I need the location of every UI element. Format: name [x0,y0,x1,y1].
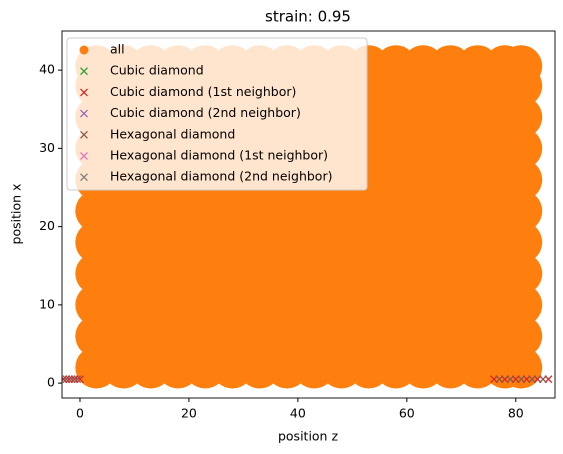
legend-label: Hexagonal diamond [110,126,235,141]
x-tick-label: 20 [181,406,197,421]
x-tick-label: 80 [508,406,524,421]
y-tick-label: 40 [39,62,55,77]
y-tick-label: 0 [47,375,55,390]
legend-box [66,37,368,191]
point [73,375,82,384]
x-axis-label: position z [278,429,338,444]
x-tick-label: 40 [290,406,306,421]
point [500,315,543,358]
point [500,283,543,326]
x-tick-label: 60 [399,406,415,421]
legend-label: Hexagonal diamond (2nd neighbor) [110,169,332,184]
legend: all Cubic diamond Cubic diamond (1st neigh… [66,37,368,191]
point [500,221,543,264]
point [76,375,84,384]
legend-label: Hexagonal diamond (1st neighbor) [110,148,328,163]
point [495,375,504,384]
point [517,375,526,384]
legend-label: all [110,42,125,57]
legend-label: Cubic diamond [110,63,204,78]
legend-marker [80,130,88,139]
legend-marker [80,88,88,97]
legend-marker [80,173,88,182]
y-tick-label: 30 [39,140,55,155]
point [500,189,543,232]
legend-marker [79,45,89,55]
y-axis-label: position x [9,184,24,245]
y-tick-label: 20 [39,218,55,233]
legend-marker [80,109,88,118]
point [528,375,537,384]
point [506,375,515,384]
chart-title: strain: 0.95 [265,8,351,26]
point [500,158,543,201]
legend-label: Cubic diamond (2nd neighbor) [110,105,301,120]
point [500,45,543,88]
point [500,127,543,170]
point [500,252,543,295]
point [539,375,547,384]
point [500,96,543,139]
y-tick-label: 10 [39,296,55,311]
legend-label: Cubic diamond (1st neighbor) [110,84,296,99]
x-tick-label: 0 [76,406,84,421]
legend-marker [80,152,88,160]
legend-marker [80,67,88,76]
plot-frame [61,30,556,399]
